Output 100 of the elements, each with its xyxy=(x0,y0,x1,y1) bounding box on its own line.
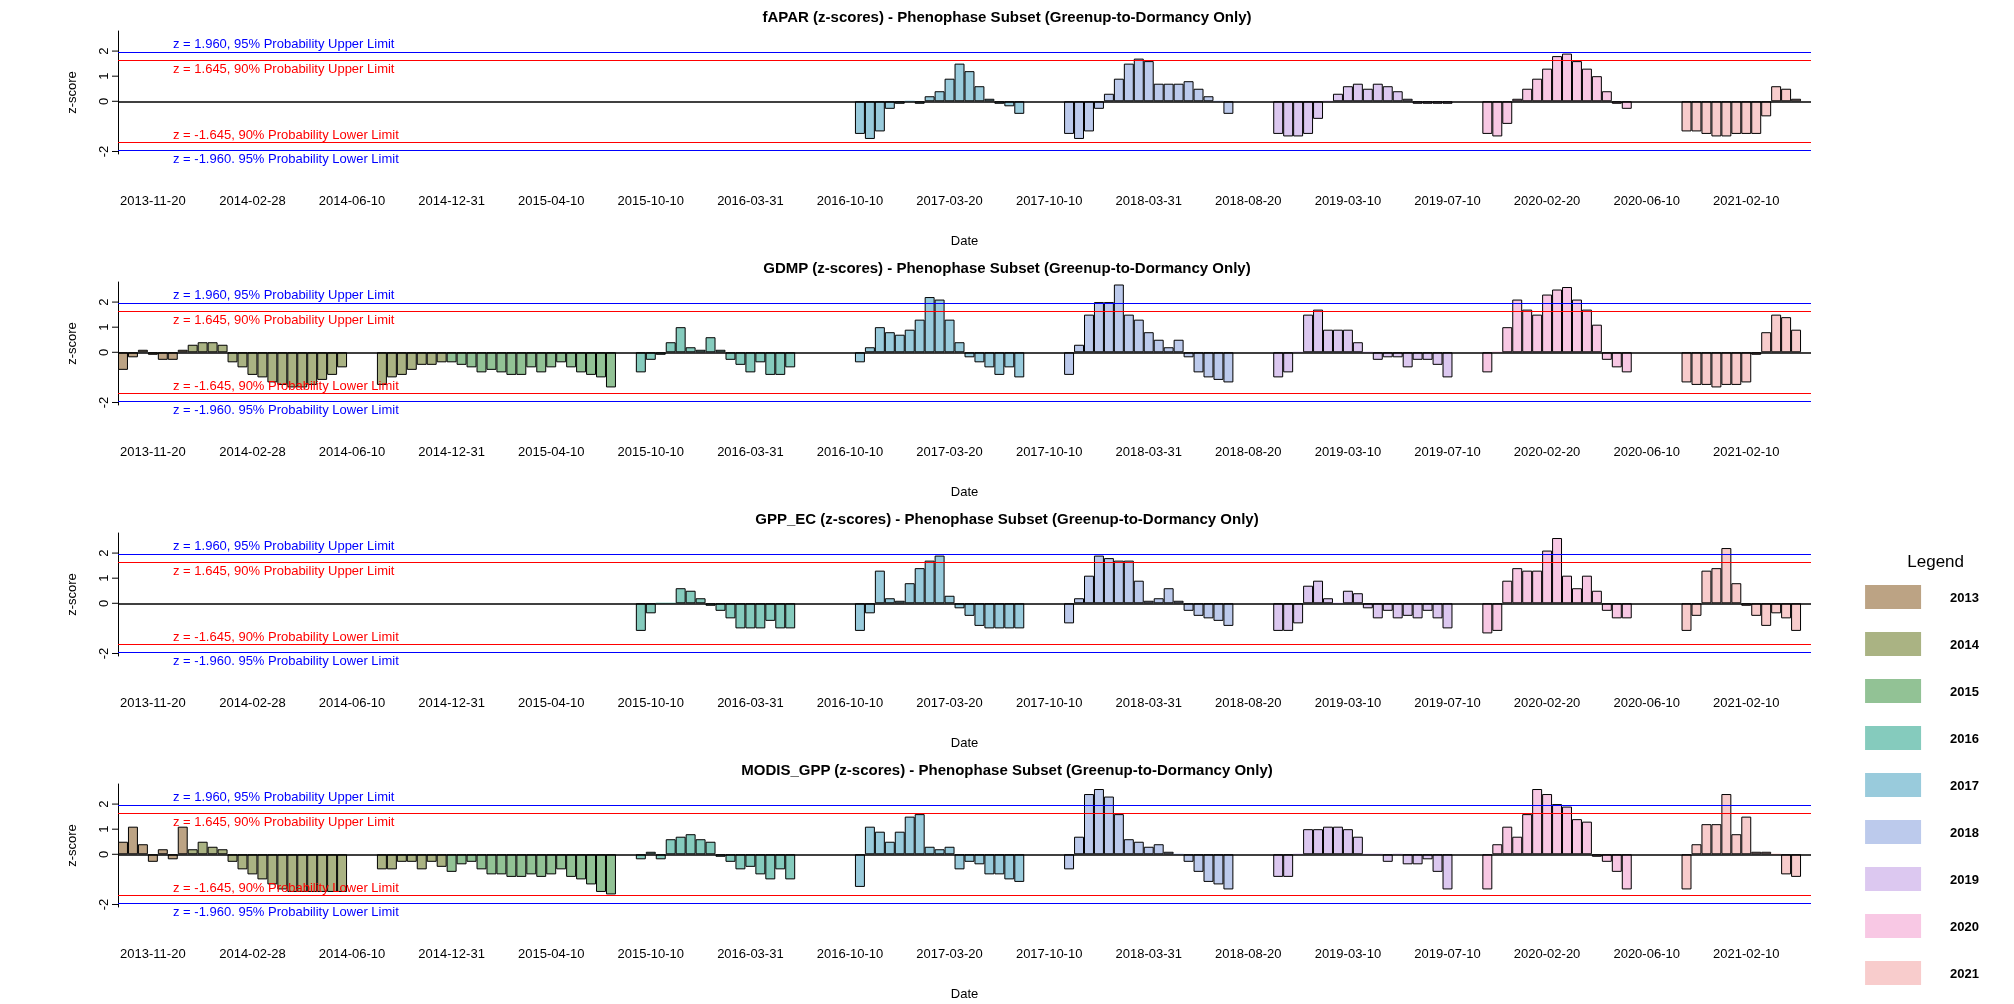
x-tick-label: 2020-02-20 xyxy=(1513,444,1581,459)
y-tick-label: 0 xyxy=(96,850,111,858)
x-tick-label: 2017-10-10 xyxy=(1015,444,1083,459)
x-axis-title: Date xyxy=(950,986,979,1001)
ref-line-label: z = -1.960. 95% Probability Lower Limit xyxy=(173,402,400,418)
x-tick-label: 2014-12-31 xyxy=(418,946,485,961)
x-tick-label: 2016-10-10 xyxy=(816,444,884,459)
y-tick-label: 0 xyxy=(96,599,111,607)
x-tick-label: 2021-02-10 xyxy=(1713,946,1780,961)
ref-line-label: z = -1.960. 95% Probability Lower Limit xyxy=(173,653,400,669)
y-tick-label: 2 xyxy=(96,298,111,306)
x-tick-label: 2017-10-10 xyxy=(1015,695,1083,710)
x-tick-label: 2019-07-10 xyxy=(1414,193,1481,208)
x-tick-label: 2018-08-20 xyxy=(1215,444,1282,459)
y-axis-title: z-score xyxy=(64,71,79,114)
ref-line-label: z = 1.645, 90% Probability Upper Limit xyxy=(173,60,395,76)
x-tick-label: 2021-02-10 xyxy=(1713,193,1780,208)
ref-line-label: z = -1.960. 95% Probability Lower Limit xyxy=(173,904,400,920)
x-tick-label: 2018-08-20 xyxy=(1215,946,1282,961)
x-tick-label: 2013-11-20 xyxy=(120,946,186,961)
y-tick-label: 1 xyxy=(96,825,111,833)
x-tick-label: 2021-02-10 xyxy=(1713,695,1780,710)
x-tick-label: 2013-11-20 xyxy=(120,444,186,459)
x-tick-label: 2014-02-28 xyxy=(219,946,286,961)
x-tick-label: 2018-03-31 xyxy=(1115,444,1182,459)
legend-label: 2014 xyxy=(1950,636,1980,652)
x-tick-label: 2019-07-10 xyxy=(1414,946,1481,961)
x-tick-label: 2020-02-20 xyxy=(1513,946,1581,961)
x-tick-label: 2014-06-10 xyxy=(318,193,386,208)
ref-line-label: z = 1.645, 90% Probability Upper Limit xyxy=(173,562,395,578)
legend-label: 2018 xyxy=(1950,824,1979,840)
y-axis-title: z-score xyxy=(64,573,79,616)
x-tick-label: 2019-03-10 xyxy=(1314,695,1382,710)
x-tick-label: 2015-04-10 xyxy=(517,946,585,961)
x-tick-label: 2017-03-20 xyxy=(916,946,983,961)
x-axis-title: Date xyxy=(950,233,979,248)
y-tick-label: 0 xyxy=(96,348,111,356)
x-tick-label: 2015-10-10 xyxy=(617,444,685,459)
x-tick-label: 2013-11-20 xyxy=(120,695,186,710)
x-tick-label: 2015-10-10 xyxy=(617,695,685,710)
x-tick-label: 2017-03-20 xyxy=(916,695,983,710)
x-tick-label: 2015-04-10 xyxy=(517,444,585,459)
x-tick-label: 2018-03-31 xyxy=(1115,946,1182,961)
y-tick-label: 2 xyxy=(96,47,111,55)
x-tick-label: 2021-02-10 xyxy=(1713,444,1780,459)
x-tick-label: 2017-03-20 xyxy=(916,444,983,459)
y-tick-label: 1 xyxy=(96,323,111,331)
x-tick-label: 2014-06-10 xyxy=(318,444,386,459)
x-tick-label: 2017-10-10 xyxy=(1015,193,1083,208)
x-tick-label: 2020-06-10 xyxy=(1613,444,1680,459)
x-tick-label: 2015-04-10 xyxy=(517,695,585,710)
y-tick-label: 1 xyxy=(96,72,111,80)
x-tick-label: 2014-06-10 xyxy=(318,946,386,961)
x-tick-label: 2016-03-31 xyxy=(717,695,784,710)
x-tick-label: 2014-12-31 xyxy=(418,695,485,710)
y-tick-label: -2 xyxy=(96,898,111,911)
x-tick-label: 2014-02-28 xyxy=(219,695,286,710)
x-tick-label: 2018-08-20 xyxy=(1215,193,1282,208)
chart-title: fAPAR (z-scores) - Phenophase Subset (Greenup-to-Dormancy Only) xyxy=(762,8,1252,25)
y-tick-label: -2 xyxy=(96,145,111,158)
x-tick-label: 2017-10-10 xyxy=(1015,946,1083,961)
ref-line-label: z = -1.960. 95% Probability Lower Limit xyxy=(173,151,400,167)
y-tick-label: 2 xyxy=(96,549,111,557)
ref-line-label: z = -1.645, 90% Probability Lower Limit xyxy=(173,628,400,644)
x-tick-label: 2019-07-10 xyxy=(1414,444,1481,459)
x-tick-label: 2019-03-10 xyxy=(1314,193,1382,208)
ref-line-label: z = 1.645, 90% Probability Upper Limit xyxy=(173,813,395,829)
x-tick-label: 2020-02-20 xyxy=(1513,695,1581,710)
y-tick-label: 2 xyxy=(96,800,111,808)
x-tick-label: 2014-02-28 xyxy=(219,193,286,208)
x-tick-label: 2015-10-10 xyxy=(617,946,685,961)
y-axis-title: z-score xyxy=(64,824,79,867)
ref-line-label: z = 1.960, 95% Probability Upper Limit xyxy=(173,789,395,805)
chart-title: MODIS_GPP (z-scores) - Phenophase Subset (Greenup-to-Dormancy Only) xyxy=(741,761,1273,778)
ref-line-label: z = 1.645, 90% Probability Upper Limit xyxy=(173,311,395,327)
x-tick-label: 2018-03-31 xyxy=(1115,193,1182,208)
x-tick-label: 2020-06-10 xyxy=(1613,193,1680,208)
x-tick-label: 2019-03-10 xyxy=(1314,444,1382,459)
legend-label: 2020 xyxy=(1950,918,1979,934)
y-axis-title: z-score xyxy=(64,322,79,365)
ref-line-label: z = 1.960, 95% Probability Upper Limit xyxy=(173,36,395,52)
x-tick-label: 2014-12-31 xyxy=(418,444,485,459)
chart-title: GPP_EC (z-scores) - Phenophase Subset (Greenup-to-Dormancy Only) xyxy=(755,510,1259,527)
x-tick-label: 2014-12-31 xyxy=(418,193,485,208)
legend-label: 2021 xyxy=(1950,965,1979,981)
x-tick-label: 2018-03-31 xyxy=(1115,695,1182,710)
ref-line-label: z = -1.645, 90% Probability Lower Limit xyxy=(173,126,400,142)
x-tick-label: 2018-08-20 xyxy=(1215,695,1282,710)
legend-label: 2019 xyxy=(1950,871,1979,887)
x-tick-label: 2016-03-31 xyxy=(717,193,784,208)
x-tick-label: 2016-03-31 xyxy=(717,946,784,961)
x-tick-label: 2020-06-10 xyxy=(1613,695,1680,710)
legend-label: 2016 xyxy=(1950,730,1979,746)
x-tick-label: 2014-02-28 xyxy=(219,444,286,459)
ref-line-label: z = 1.960, 95% Probability Upper Limit xyxy=(173,287,395,303)
legend-label: 2015 xyxy=(1950,683,1979,699)
x-axis-title: Date xyxy=(950,484,979,499)
x-tick-label: 2016-10-10 xyxy=(816,946,884,961)
x-axis-title: Date xyxy=(950,735,979,750)
legend-label: 2013 xyxy=(1950,589,1979,605)
